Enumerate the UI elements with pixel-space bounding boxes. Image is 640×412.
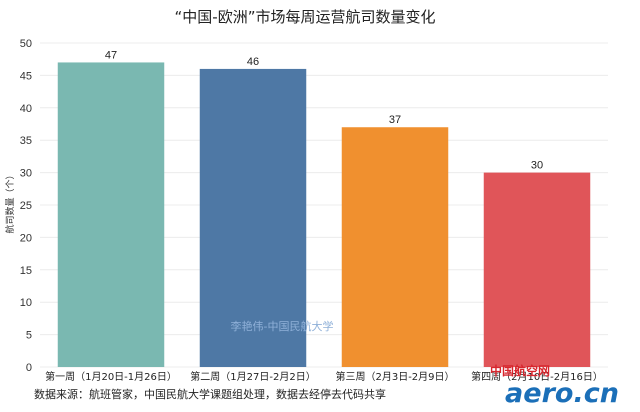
logo-subtitle: 中国航空网: [490, 363, 550, 378]
aero-logo: 中国航空网 aero.cn: [490, 363, 619, 409]
y-tick-label: 5: [26, 330, 32, 342]
y-tick-label: 45: [20, 70, 32, 82]
y-tick-label: 35: [20, 135, 32, 147]
y-tick-label: 20: [20, 232, 32, 244]
watermark: 李艳伟-中国民航大学: [231, 319, 334, 333]
chart-title: “中国-欧洲”市场每周运营航司数量变化: [175, 8, 436, 26]
y-tick-label: 25: [20, 200, 32, 212]
data-label: 30: [531, 160, 543, 172]
bar: [199, 68, 307, 368]
y-tick-label: 10: [20, 297, 32, 309]
y-axis-ticks: 0 5 10 15 20 25 30 35 40 45 50: [20, 38, 32, 374]
bar: [483, 172, 591, 367]
source-note: 数据来源：航班管家，中国民航大学课题组处理，数据去经停去代码共享: [34, 387, 386, 401]
y-axis-label: 航司数量（个）: [4, 170, 16, 233]
y-tick-label: 40: [20, 103, 32, 115]
y-tick-label: 15: [20, 265, 32, 277]
data-label: 46: [247, 56, 259, 68]
bars: [57, 62, 591, 368]
y-tick-label: 50: [20, 38, 32, 50]
logo-text: aero.cn: [505, 378, 619, 409]
x-tick-label: 第三周（2月3日-2月9日）: [335, 370, 454, 383]
data-labels: 47 46 37 30: [105, 49, 543, 171]
x-tick-label: 第四周（2月10日-2月16日）: [471, 370, 603, 383]
bar: [341, 127, 449, 368]
y-tick-label: 0: [26, 362, 32, 374]
x-tick-label: 第二周（1月27日-2月2日）: [190, 370, 315, 383]
data-label: 37: [389, 114, 401, 126]
x-axis-ticks: 第一周（1月20日-1月26日） 第二周（1月27日-2月2日） 第三周（2月3日-…: [45, 370, 603, 383]
data-label: 47: [105, 49, 117, 61]
y-tick-label: 30: [20, 168, 32, 180]
bar: [57, 62, 165, 367]
x-tick-label: 第一周（1月20日-1月26日）: [45, 370, 177, 383]
